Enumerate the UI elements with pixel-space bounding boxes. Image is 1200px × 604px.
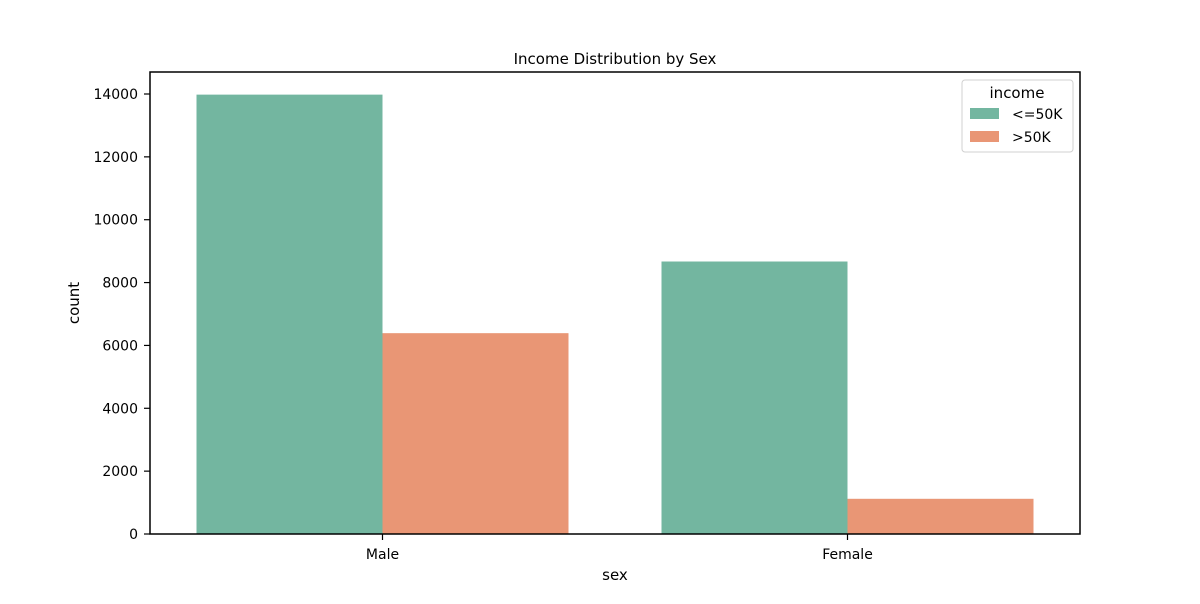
legend-title: income [990, 84, 1045, 102]
y-axis-label: count [65, 282, 83, 324]
x-tick-label: Female [822, 547, 873, 563]
y-tick-label: 10000 [93, 213, 138, 229]
legend-label: <=50K [1012, 107, 1063, 123]
plot-frame [149, 71, 1081, 535]
bar-female-series-1 [847, 498, 1034, 534]
y-tick-label: 0 [129, 527, 138, 543]
x-axis-label: sex [602, 566, 628, 584]
bars-layer [196, 94, 1034, 534]
legend-swatch [970, 108, 999, 119]
y-tick-label: 4000 [102, 401, 138, 417]
bar-male-series-0 [196, 94, 383, 534]
chart-title: Income Distribution by Sex [514, 50, 717, 68]
x-axis: Male Female [366, 534, 873, 563]
y-tick-label: 14000 [93, 87, 138, 103]
legend-entries: <=50K >50K [970, 107, 1063, 146]
y-tick-label: 12000 [93, 150, 138, 166]
y-tick-label: 6000 [102, 338, 138, 354]
y-tick-label: 8000 [102, 276, 138, 292]
bar-male-series-1 [382, 333, 569, 534]
bar-female-series-0 [661, 261, 848, 534]
legend-swatch [970, 131, 999, 142]
y-axis: 0 2000 4000 6000 8000 10000 12000 14000 [93, 87, 150, 543]
y-tick-label: 2000 [102, 464, 138, 480]
legend-label: >50K [1012, 130, 1052, 146]
legend: income <=50K >50K [961, 79, 1074, 153]
x-tick-label: Male [366, 547, 399, 563]
